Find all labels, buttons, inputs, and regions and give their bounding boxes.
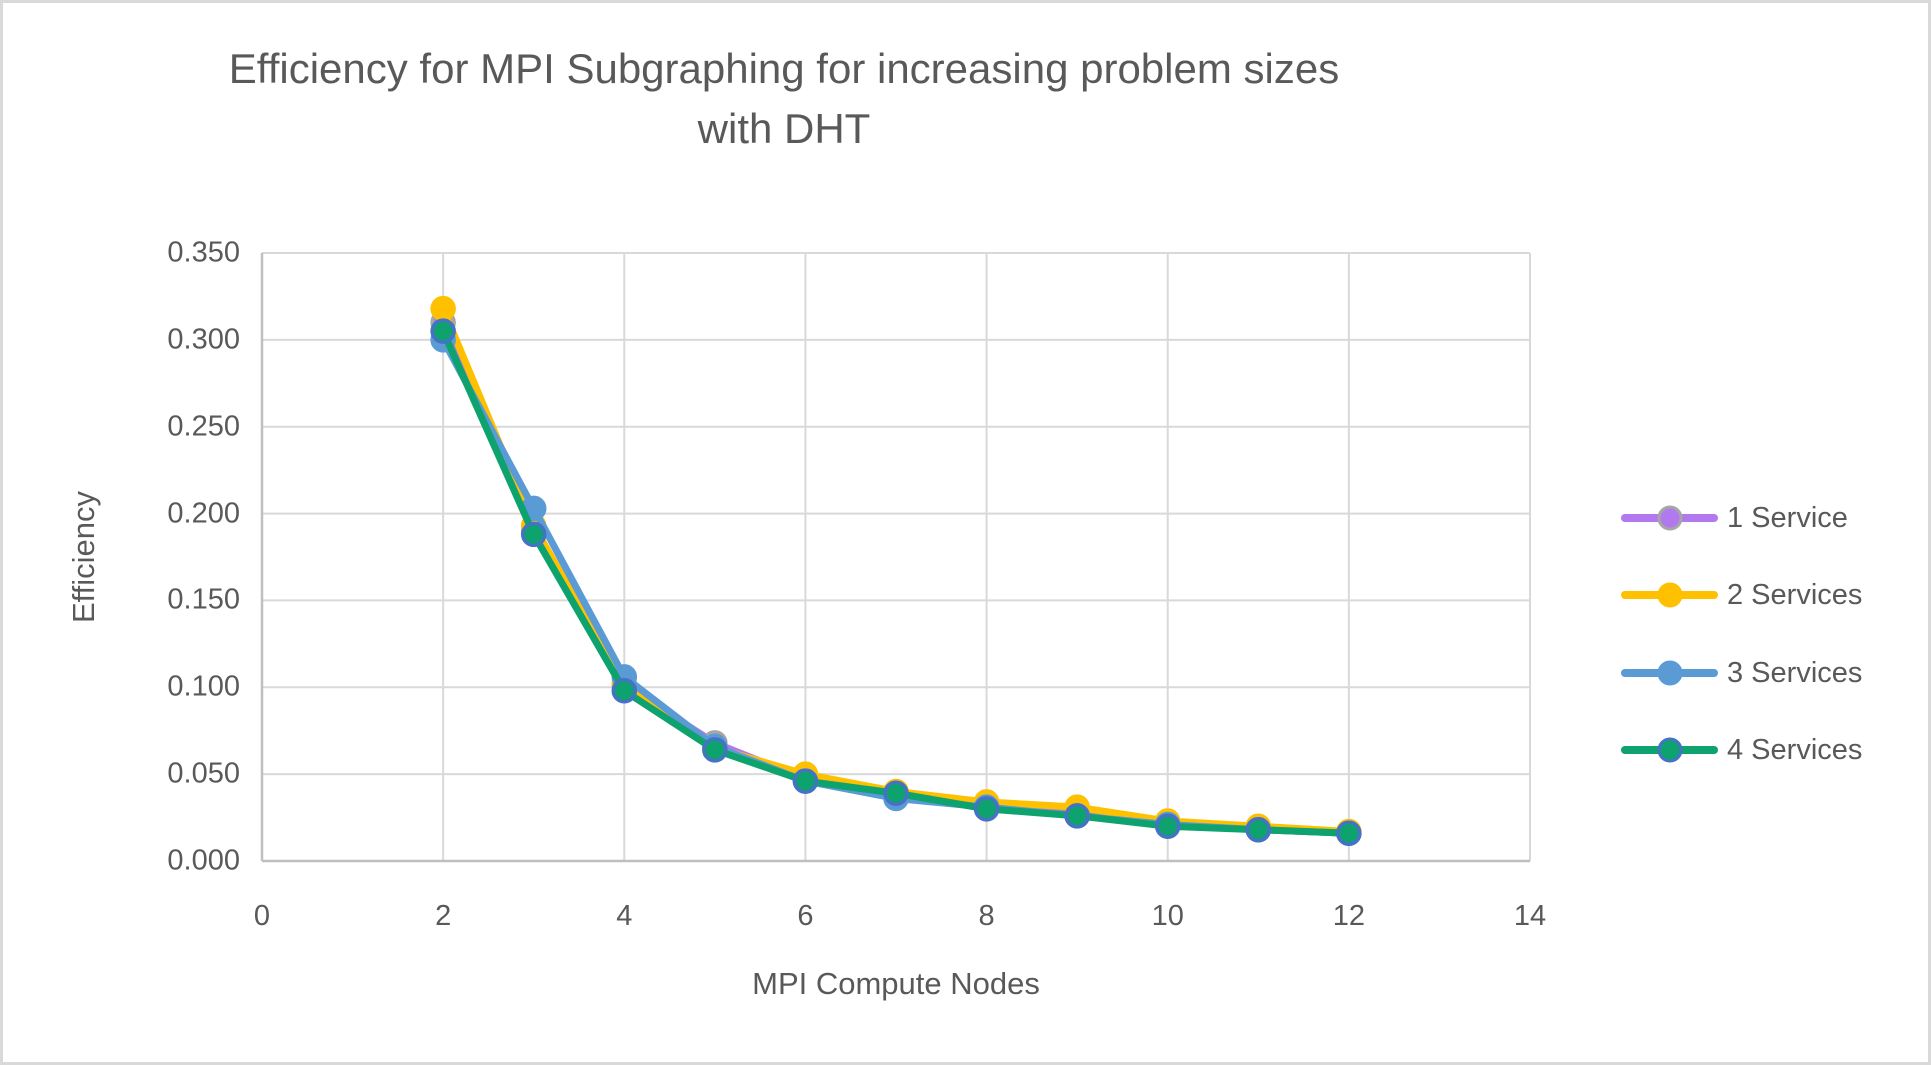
legend-label: 2 Services bbox=[1727, 578, 1863, 611]
x-tick-label: 4 bbox=[616, 900, 633, 932]
y-axis-title: Efficiency bbox=[66, 490, 101, 624]
data-marker-4-services bbox=[611, 678, 638, 704]
x-tick-label: 8 bbox=[978, 900, 995, 932]
chart-title: Efficiency for MPI Subgraphing for incre… bbox=[228, 45, 1340, 152]
x-axis-title: MPI Compute Nodes bbox=[752, 966, 1040, 1001]
data-marker-4-services bbox=[1154, 813, 1181, 840]
x-tick-label: 12 bbox=[1332, 900, 1365, 932]
series-line-4-services bbox=[439, 327, 1353, 837]
legend-item-3-services: 3 Services bbox=[1621, 652, 1862, 694]
data-marker-4-services bbox=[520, 521, 547, 548]
legend-label: 4 Services bbox=[1727, 733, 1863, 766]
series-line-1-service bbox=[439, 318, 1353, 837]
data-marker-4-services bbox=[1336, 820, 1362, 846]
legend-item-4-services: 4 Services bbox=[1621, 729, 1862, 771]
data-marker-4-services bbox=[973, 796, 1000, 822]
data-marker-2-services bbox=[430, 295, 456, 322]
legend-item-2-services: 2 Services bbox=[1621, 574, 1862, 616]
legend-marker-1-service bbox=[1621, 503, 1718, 533]
data-marker-4-services bbox=[1245, 816, 1272, 843]
legend-marker-3-services bbox=[1621, 658, 1718, 688]
x-tick-label: 2 bbox=[435, 900, 452, 932]
legend-marker-2-services bbox=[1621, 580, 1718, 610]
legend-marker-4-services bbox=[1621, 735, 1718, 765]
y-tick-label: 0.050 bbox=[167, 757, 240, 790]
series-line-2-services bbox=[439, 305, 1353, 835]
data-marker-4-services bbox=[702, 737, 728, 763]
legend-label: 3 Services bbox=[1727, 656, 1863, 689]
x-tick-label: 0 bbox=[253, 900, 271, 932]
y-tick-label: 0.150 bbox=[167, 583, 240, 616]
y-tick-label: 0.200 bbox=[167, 497, 240, 530]
y-tick-label: 0.300 bbox=[167, 323, 240, 356]
data-marker-4-services bbox=[1064, 803, 1090, 829]
x-tick-label: 14 bbox=[1513, 900, 1547, 932]
y-tick-label: 0.250 bbox=[167, 410, 240, 443]
legend-item-1-service: 1 Service bbox=[1621, 497, 1848, 539]
data-marker-4-services bbox=[792, 768, 819, 794]
plot-area bbox=[260, 252, 1531, 863]
series-line-3-services bbox=[439, 336, 1353, 837]
x-tick-label: 10 bbox=[1151, 900, 1184, 932]
x-tick-label: 6 bbox=[797, 900, 814, 932]
y-tick-label: 0.000 bbox=[167, 844, 240, 877]
y-tick-label: 0.350 bbox=[167, 236, 240, 269]
data-marker-4-services bbox=[883, 780, 909, 807]
legend-label: 1 Service bbox=[1727, 501, 1848, 534]
data-marker-4-services bbox=[430, 318, 456, 344]
y-tick-label: 0.100 bbox=[167, 670, 240, 703]
